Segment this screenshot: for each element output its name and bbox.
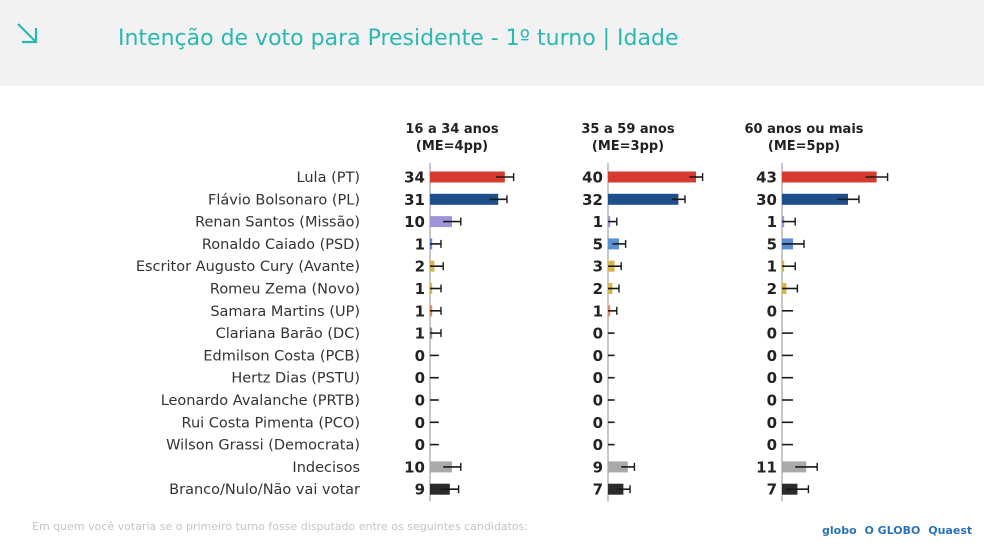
bar (430, 461, 452, 473)
data-label: 1 (767, 213, 777, 231)
category-label: Indecisos (292, 460, 360, 476)
series-subheader: (ME=4pp) (416, 139, 488, 154)
data-label: 0 (415, 414, 425, 432)
data-label: 0 (767, 347, 777, 365)
category-label: Wilson Grassi (Democrata) (166, 438, 360, 454)
data-label: 11 (756, 458, 777, 476)
data-label: 2 (767, 280, 777, 298)
data-label: 40 (582, 169, 603, 187)
category-label: Escritor Augusto Cury (Avante) (136, 259, 360, 275)
oglobo-logo: O GLOBO (864, 524, 921, 537)
data-label: 2 (415, 258, 425, 276)
data-label: 0 (415, 347, 425, 365)
category-label: Flávio Bolsonaro (PL) (208, 192, 360, 208)
header-bar: Intenção de voto para Presidente - 1º tu… (0, 0, 984, 86)
series-header: 35 a 59 anos (581, 122, 674, 137)
data-label: 32 (582, 191, 603, 209)
bar (608, 171, 696, 183)
bar (430, 216, 452, 228)
data-label: 0 (767, 369, 777, 387)
data-label: 1 (593, 302, 603, 320)
data-label: 0 (593, 414, 603, 432)
data-label: 1 (415, 325, 425, 343)
category-label: Branco/Nulo/Não vai votar (169, 482, 360, 498)
category-label: Lula (PT) (297, 170, 360, 186)
data-label: 7 (593, 481, 603, 499)
data-label: 1 (767, 258, 777, 276)
category-label: Clariana Barão (DC) (216, 326, 360, 342)
data-label: 0 (767, 436, 777, 454)
data-label: 1 (415, 280, 425, 298)
bar (430, 193, 499, 205)
bar (430, 171, 505, 183)
data-label: 0 (415, 392, 425, 410)
bar (608, 193, 679, 205)
page-title: Intenção de voto para Presidente - 1º tu… (118, 26, 679, 51)
category-label: Leonardo Avalanche (PRTB) (161, 393, 360, 409)
data-label: 1 (415, 302, 425, 320)
data-label: 0 (415, 436, 425, 454)
data-label: 30 (756, 191, 777, 209)
data-label: 5 (593, 235, 603, 253)
data-label: 1 (593, 213, 603, 231)
data-label: 0 (593, 436, 603, 454)
bar (782, 461, 807, 473)
category-label: Rui Costa Pimenta (PCO) (182, 415, 360, 431)
category-label: Romeu Zema (Novo) (210, 282, 360, 298)
data-label: 0 (767, 302, 777, 320)
data-label: 5 (767, 235, 777, 253)
data-label: 0 (593, 369, 603, 387)
data-label: 0 (593, 325, 603, 343)
data-label: 0 (767, 414, 777, 432)
data-label: 34 (404, 169, 425, 187)
series-header: 60 anos ou mais (744, 122, 863, 137)
bar (430, 483, 450, 495)
category-label: Renan Santos (Missão) (195, 215, 360, 231)
data-label: 1 (415, 235, 425, 253)
bar (608, 461, 628, 473)
series-subheader: (ME=5pp) (768, 139, 840, 154)
data-label: 7 (767, 481, 777, 499)
data-label: 0 (767, 392, 777, 410)
category-label: Hertz Dias (PSTU) (231, 371, 360, 387)
data-label: 10 (404, 213, 425, 231)
footnote: Em quem você votaria se o primeiro turno… (32, 520, 529, 533)
data-label: 31 (404, 191, 425, 209)
data-label: 0 (593, 392, 603, 410)
source-logos: globo O GLOBO Quaest (822, 524, 976, 537)
data-label: 9 (415, 481, 425, 499)
data-label: 43 (756, 169, 777, 187)
category-label: Ronaldo Caiado (PSD) (202, 237, 360, 253)
arrow-down-right-icon (17, 23, 38, 44)
data-label: 9 (593, 458, 603, 476)
quaest-logo: Quaest (928, 524, 973, 537)
data-label: 10 (404, 458, 425, 476)
data-label: 2 (593, 280, 603, 298)
series-subheader: (ME=3pp) (592, 139, 664, 154)
globo-logo: globo (822, 524, 857, 537)
chart: Lula (PT) Flávio Bolsonaro (PL) Renan Sant… (136, 122, 889, 502)
bar (608, 483, 624, 495)
bar (782, 171, 877, 183)
series-header: 16 a 34 anos (405, 122, 498, 137)
data-label: 0 (767, 325, 777, 343)
bar (782, 193, 848, 205)
category-label: Samara Martins (UP) (210, 304, 360, 320)
data-label: 0 (593, 347, 603, 365)
data-label: 0 (415, 369, 425, 387)
data-label: 3 (593, 258, 603, 276)
category-label: Edmilson Costa (PCB) (203, 348, 360, 364)
